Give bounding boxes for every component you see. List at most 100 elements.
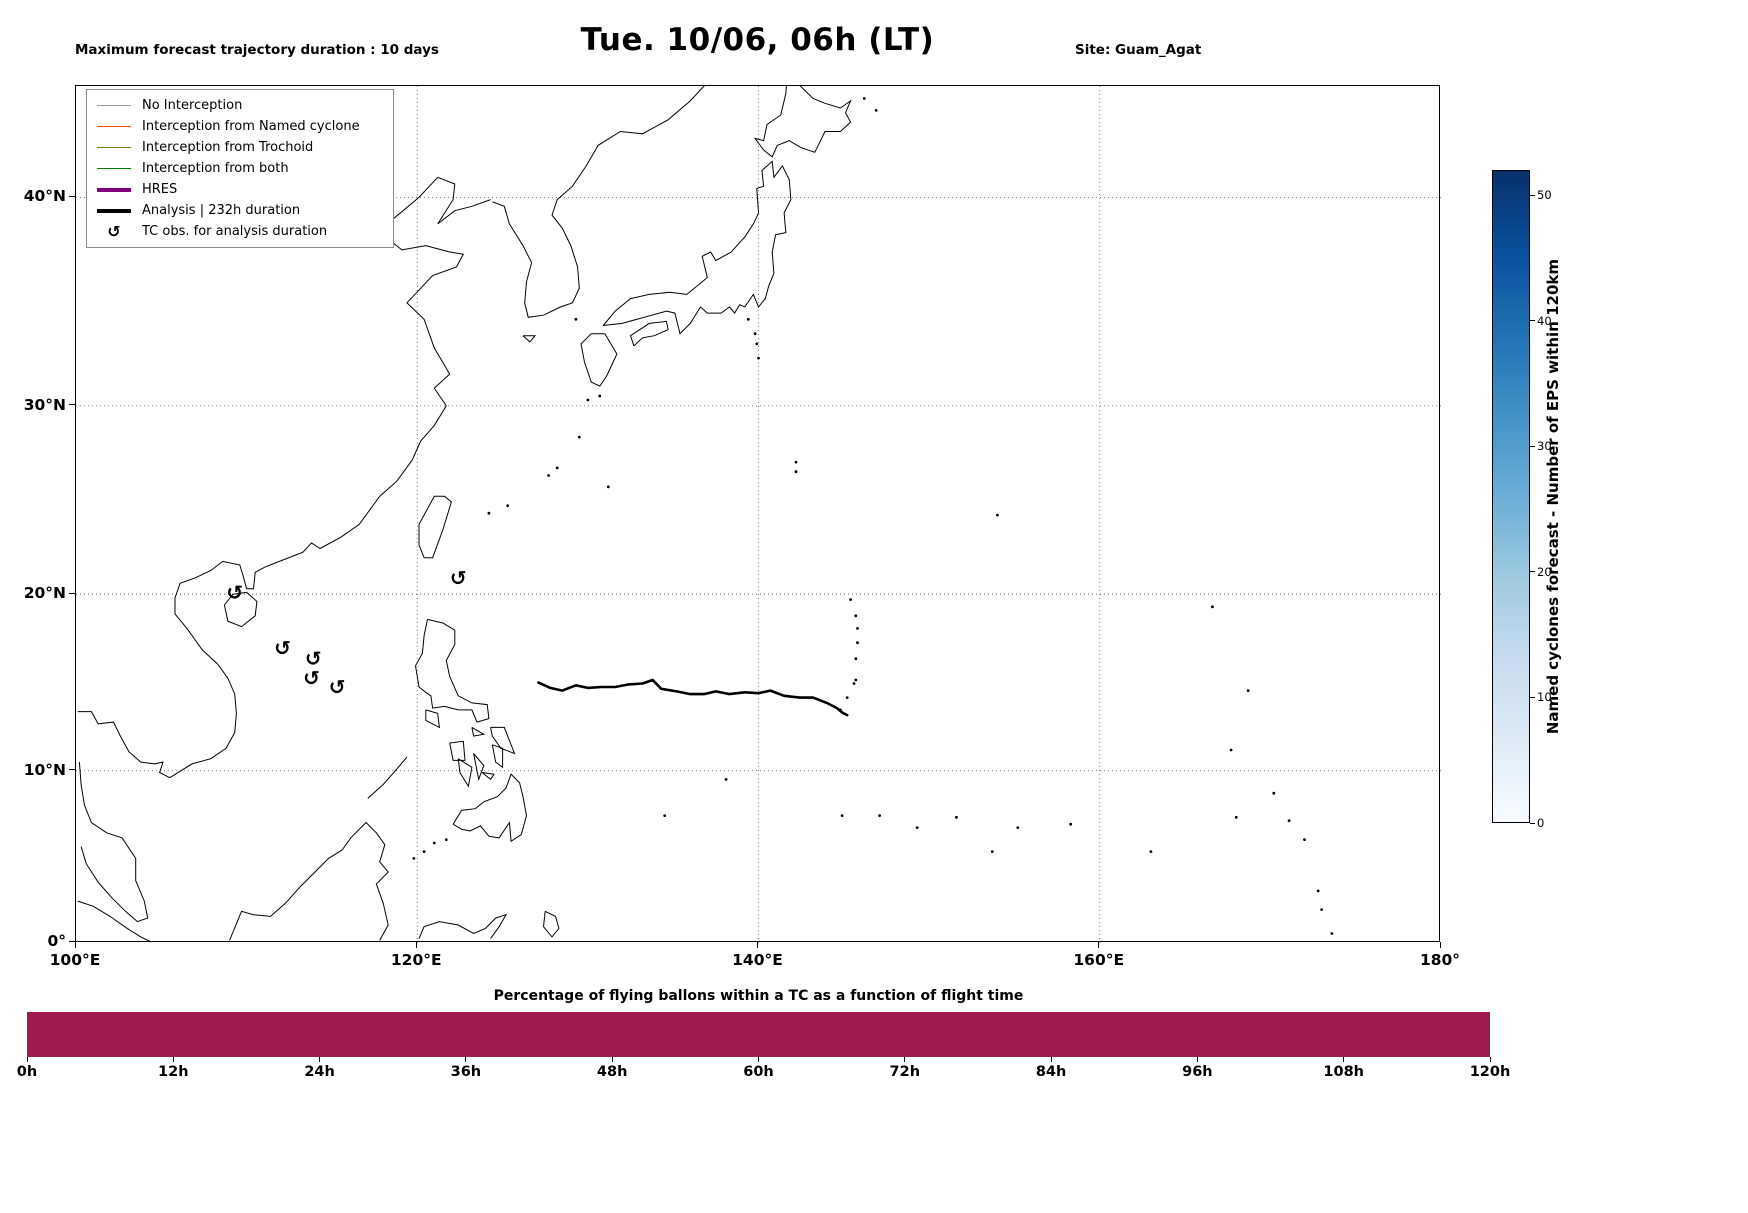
island-dot: [586, 398, 590, 402]
island-dot: [1016, 826, 1020, 829]
flight-time-tick: [319, 1057, 321, 1062]
coastline: [229, 821, 389, 941]
flight-time-tick-label: 96h: [1182, 1064, 1213, 1080]
coastline: [602, 160, 792, 335]
legend-box: No Interception Interception from Named c…: [86, 89, 394, 248]
coastline: [753, 86, 852, 158]
island-dot: [1330, 932, 1334, 935]
coastline: [629, 320, 669, 347]
island-dot: [854, 657, 858, 661]
legend-line-icon: [97, 187, 131, 192]
flight-time-tick: [26, 1057, 28, 1062]
island-dot: [577, 435, 581, 439]
flight-time-chart-title: Percentage of flying ballons within a TC…: [493, 988, 1024, 1004]
legend-item: Interception from Trochoid: [95, 137, 385, 158]
coastline: [580, 333, 618, 387]
flight-time-tick: [1343, 1057, 1345, 1062]
y-axis-tick: [69, 769, 75, 771]
island-dot: [412, 857, 416, 860]
island-dot: [1211, 605, 1214, 609]
legend-line-icon: [97, 104, 131, 107]
y-axis-tick: [69, 404, 75, 406]
legend-item: Analysis | 232h duration: [95, 200, 385, 221]
y-axis-tick: [69, 592, 75, 594]
legend-item: ↺ TC obs. for analysis duration: [95, 221, 385, 242]
legend-item-label: TC obs. for analysis duration: [142, 224, 328, 239]
legend-line-icon: [97, 146, 131, 149]
coastline: [449, 740, 466, 761]
colorbar-tick-label: 50: [1537, 188, 1552, 203]
colorbar: [1492, 170, 1530, 823]
map-panel: ↺ ↺ ↺ ↺ ↺ ↺ No Interception Interception from …: [75, 85, 1441, 943]
island-dot: [862, 97, 866, 100]
meta-site: Site: Guam_Agat: [1075, 42, 1202, 58]
island-dot: [598, 394, 602, 398]
island-dot: [849, 598, 852, 601]
tc-observation-icon: ↺: [303, 666, 320, 690]
island-dot: [856, 627, 859, 630]
tc-observation-icon: ↺: [329, 675, 346, 699]
island-dot: [794, 470, 798, 474]
legend-line-sample: [95, 146, 133, 149]
coastline: [77, 176, 491, 779]
coastline: [418, 495, 452, 559]
tc-observation-icon: ↺: [305, 647, 322, 671]
island-dot: [794, 460, 798, 464]
island-dot: [555, 466, 559, 470]
island-dot: [854, 678, 858, 682]
flight-time-tick: [465, 1057, 467, 1062]
x-axis-tick-label: 160°E: [1073, 951, 1125, 969]
y-axis-tick-label: 40°N: [23, 187, 66, 206]
flight-time-tick: [1489, 1057, 1491, 1062]
coastline: [223, 591, 258, 628]
coastline: [418, 913, 508, 939]
island-dot: [432, 841, 436, 845]
coastline: [490, 726, 516, 755]
island-dot: [746, 317, 750, 321]
x-axis-tick: [74, 942, 76, 948]
legend-item: No Interception: [95, 95, 385, 116]
coastline: [77, 900, 152, 943]
flight-time-tick-label: 60h: [743, 1064, 774, 1080]
flight-time-tick: [172, 1057, 174, 1062]
legend-item-label: No Interception: [142, 98, 243, 113]
tc-obs-icon: ↺: [107, 222, 121, 241]
tc-observation-icon: ↺: [450, 566, 467, 590]
coastline: [491, 744, 504, 769]
colorbar-tick-label: 20: [1537, 564, 1552, 579]
island-dot: [753, 332, 757, 336]
flight-time-tick-label: 108h: [1323, 1064, 1364, 1080]
flight-time-tick-label: 48h: [596, 1064, 628, 1080]
island-dot: [852, 682, 856, 685]
colorbar-tick-label: 30: [1537, 439, 1552, 454]
colorbar-tick: [1530, 571, 1535, 573]
tc-observation-icon: ↺: [274, 636, 291, 660]
x-axis-tick-label: 180°: [1419, 951, 1461, 969]
flight-time-bar: [27, 1012, 1490, 1057]
x-axis-tick: [1439, 942, 1441, 948]
flight-time-tick: [758, 1057, 759, 1062]
legend-line-sample: [95, 208, 133, 213]
legend-item: HRES: [95, 179, 385, 200]
colorbar-label: Named cyclones forecast - Number of EPS …: [1544, 258, 1562, 735]
legend-item-label: Analysis | 232h duration: [142, 203, 301, 218]
legend-item: Interception from both: [95, 158, 385, 179]
flight-time-tick: [1050, 1057, 1052, 1062]
island-dot: [1303, 838, 1306, 841]
flight-time-tick: [1196, 1057, 1198, 1062]
island-dot: [422, 850, 426, 853]
flight-time-tick: [904, 1057, 906, 1062]
coastline: [471, 726, 486, 737]
y-axis-tick: [69, 195, 75, 197]
legend-line-sample: [95, 104, 133, 107]
colorbar-tick-label: 40: [1537, 313, 1552, 328]
island-dot: [990, 850, 994, 853]
legend-line-icon: [97, 208, 131, 213]
x-axis-tick: [415, 942, 417, 948]
island-dot: [1287, 819, 1291, 823]
island-dot: [854, 614, 858, 618]
legend-item: Interception from Named cyclone: [95, 116, 385, 137]
island-dot: [724, 778, 728, 781]
y-axis-tick-label: 0°: [47, 932, 66, 950]
